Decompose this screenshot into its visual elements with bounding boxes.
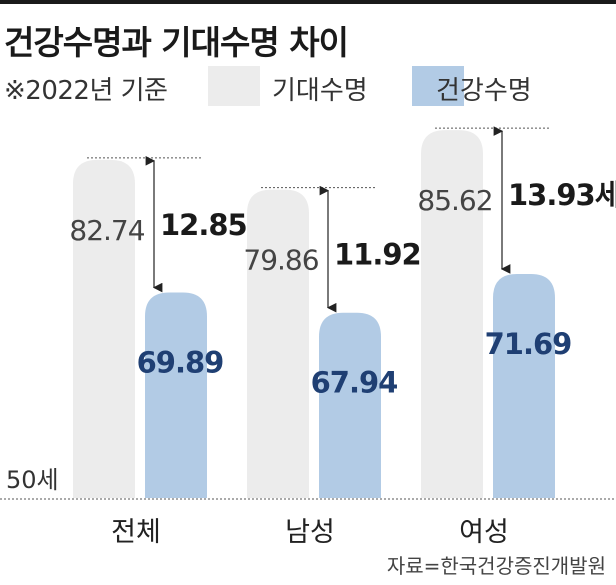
base-year-note: ※2022년 기준: [4, 76, 168, 106]
category-label: 전체: [111, 517, 161, 548]
category-label: 남성: [285, 517, 335, 548]
gap-value-label: 11.92: [334, 238, 421, 272]
legend-label-expected: 기대수명: [272, 76, 368, 106]
gap-value-label: 12.85: [160, 208, 247, 242]
baseline-label: 50세: [6, 466, 59, 494]
expected-bar: [421, 130, 483, 499]
top-rule: [0, 0, 616, 4]
healthy-value-label: 67.94: [311, 366, 398, 400]
healthy-bar: [493, 273, 555, 498]
source-note: 자료=한국건강증진개발원: [386, 554, 606, 578]
gap-value-label: 13.93세: [508, 178, 616, 212]
subtitle-row: ※2022년 기준 기대수명 건강수명: [4, 66, 614, 106]
legend-swatch-expected: [208, 66, 260, 106]
category-label: 여성: [459, 517, 509, 548]
healthy-bar: [319, 312, 381, 498]
healthy-value-label: 69.89: [137, 346, 224, 380]
expected-bar: [73, 159, 135, 498]
expected-value-label: 82.74: [69, 214, 144, 247]
expected-value-label: 85.62: [417, 184, 492, 217]
legend-swatch-healthy: [412, 66, 464, 106]
legend-label-healthy: 건강수명: [436, 76, 532, 106]
healthy-value-label: 71.69: [485, 327, 572, 361]
healthy-bar: [145, 292, 207, 498]
expected-value-label: 79.86: [243, 244, 318, 277]
expected-bar: [247, 189, 309, 498]
chart-title: 건강수명과 기대수명 차이: [4, 23, 349, 62]
